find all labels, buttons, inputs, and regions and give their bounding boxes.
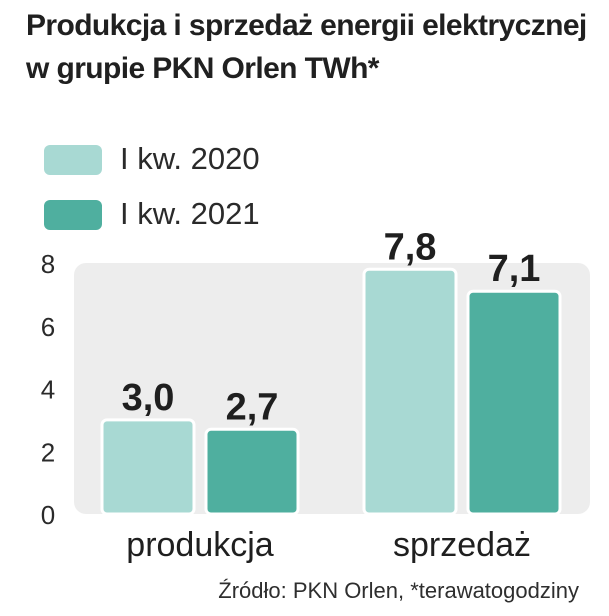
bar-produkcja-0	[100, 418, 196, 516]
bar-sprzedaż-1	[466, 289, 562, 516]
bar-produkcja-1	[204, 427, 300, 516]
data-label: 7,1	[488, 248, 541, 290]
legend-item-2020: I kw. 2020	[44, 141, 344, 183]
chart-title: Produkcja i sprzedaż energii elektryczne…	[26, 9, 587, 85]
y-tick-label: 8	[41, 249, 55, 279]
plot-background	[74, 263, 590, 514]
category-label-0: produkcja	[126, 526, 274, 564]
source-note: Źródło: PKN Orlen, *terawatogodziny	[218, 578, 579, 603]
legend-swatch-2021	[44, 200, 102, 230]
y-tick-label: 4	[41, 375, 55, 405]
y-tick-label: 6	[41, 312, 55, 342]
data-label: 2,7	[226, 386, 279, 428]
legend-swatch-2020	[44, 145, 102, 175]
legend-label-2020: I kw. 2020	[120, 141, 260, 176]
category-label-1: sprzedaż	[393, 526, 531, 564]
y-tick-label: 0	[41, 500, 55, 530]
data-label: 7,8	[384, 226, 437, 268]
bar-sprzedaż-0	[362, 267, 458, 516]
y-tick-label: 2	[41, 437, 55, 467]
data-label: 3,0	[122, 377, 175, 419]
legend-label-2021: I kw. 2021	[120, 196, 260, 231]
bar-chart: 0 2 4 6 8 3,0 2,7 produkcja 7,8 7,1 sprzedaż	[41, 226, 590, 564]
legend-item-2021: I kw. 2021	[44, 196, 344, 238]
